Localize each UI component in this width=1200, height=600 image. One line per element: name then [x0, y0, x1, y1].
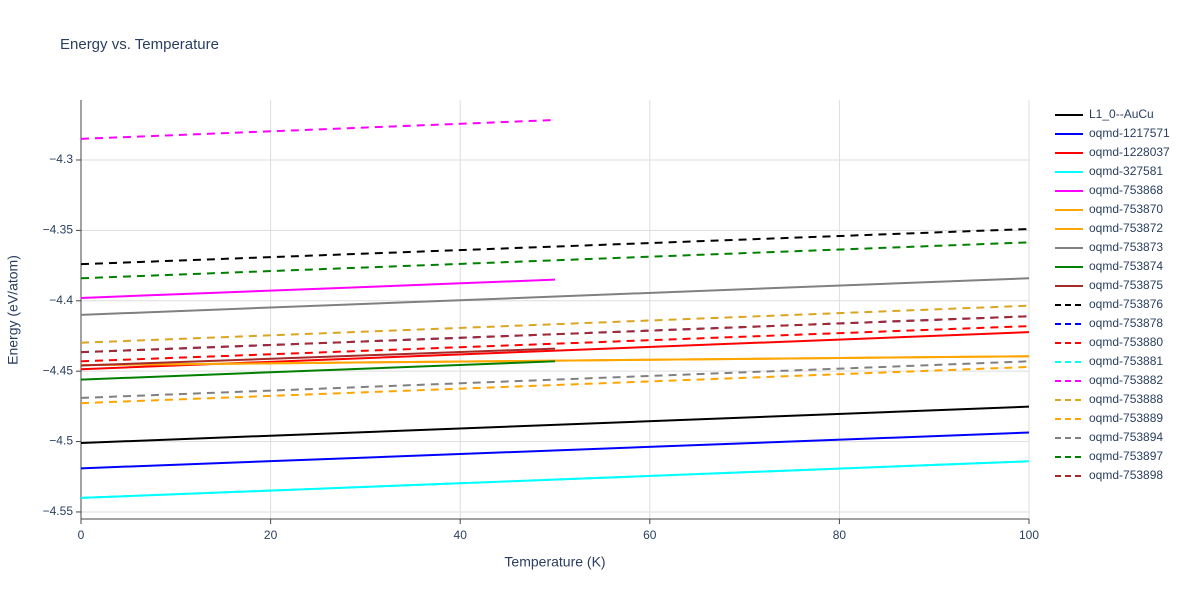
- series-line: [80, 304, 1030, 344]
- series-line: [80, 360, 1030, 399]
- x-tick-label: 0: [78, 528, 85, 542]
- x-tick-label: 40: [454, 528, 468, 542]
- series-line: [80, 241, 1030, 280]
- legend-label: oqmd-753870: [1089, 202, 1163, 216]
- y-axis-title: Energy (eV/atom): [5, 255, 21, 365]
- legend-label: oqmd-1228037: [1089, 145, 1170, 159]
- legend-label: oqmd-753876: [1089, 297, 1163, 311]
- y-tick-label: −4.45: [43, 363, 74, 377]
- series-line: [80, 325, 1030, 363]
- series-line: [80, 227, 1030, 266]
- series-line: [80, 431, 1030, 470]
- series-line: [80, 277, 1030, 316]
- legend-label: oqmd-753872: [1089, 221, 1163, 235]
- series-line: [80, 460, 1030, 499]
- series-line: [80, 360, 556, 381]
- legend-label: oqmd-753898: [1089, 468, 1163, 482]
- y-tick-label: −4.4: [49, 293, 73, 307]
- legend-label: oqmd-753880: [1089, 335, 1163, 349]
- legend-label: oqmd-753873: [1089, 240, 1163, 254]
- series-line: [80, 315, 1030, 354]
- series-line: [80, 118, 556, 140]
- legend-label: oqmd-753897: [1089, 449, 1163, 463]
- y-tick-label: −4.5: [49, 434, 73, 448]
- legend-label: oqmd-327581: [1089, 164, 1163, 178]
- legend-label: oqmd-753868: [1089, 183, 1163, 197]
- x-tick-label: 60: [643, 528, 657, 542]
- series-line: [80, 365, 1030, 405]
- legend-label: oqmd-753882: [1089, 373, 1163, 387]
- legend-label: oqmd-753881: [1089, 354, 1163, 368]
- y-tick-label: −4.55: [43, 504, 74, 518]
- legend-label: oqmd-1217571: [1089, 126, 1170, 140]
- chart-title: Energy vs. Temperature: [60, 36, 219, 53]
- y-tick-label: −4.35: [43, 223, 74, 237]
- series-line: [80, 347, 556, 367]
- legend-label: oqmd-753889: [1089, 411, 1163, 425]
- x-tick-label: 20: [264, 528, 278, 542]
- legend-label: oqmd-753875: [1089, 278, 1163, 292]
- x-tick-label: 80: [833, 528, 847, 542]
- series-line: [80, 278, 556, 299]
- legend-label: oqmd-753894: [1089, 430, 1163, 444]
- series-line: [80, 405, 1030, 444]
- x-tick-label: 100: [1019, 528, 1039, 542]
- x-axis-title: Temperature (K): [504, 554, 605, 570]
- legend-label: L1_0--AuCu: [1089, 107, 1154, 121]
- legend-label: oqmd-753874: [1089, 259, 1163, 273]
- legend-label: oqmd-753888: [1089, 392, 1163, 406]
- legend-label: oqmd-753878: [1089, 316, 1163, 330]
- series-line: [80, 355, 1030, 367]
- y-tick-label: −4.3: [49, 152, 73, 166]
